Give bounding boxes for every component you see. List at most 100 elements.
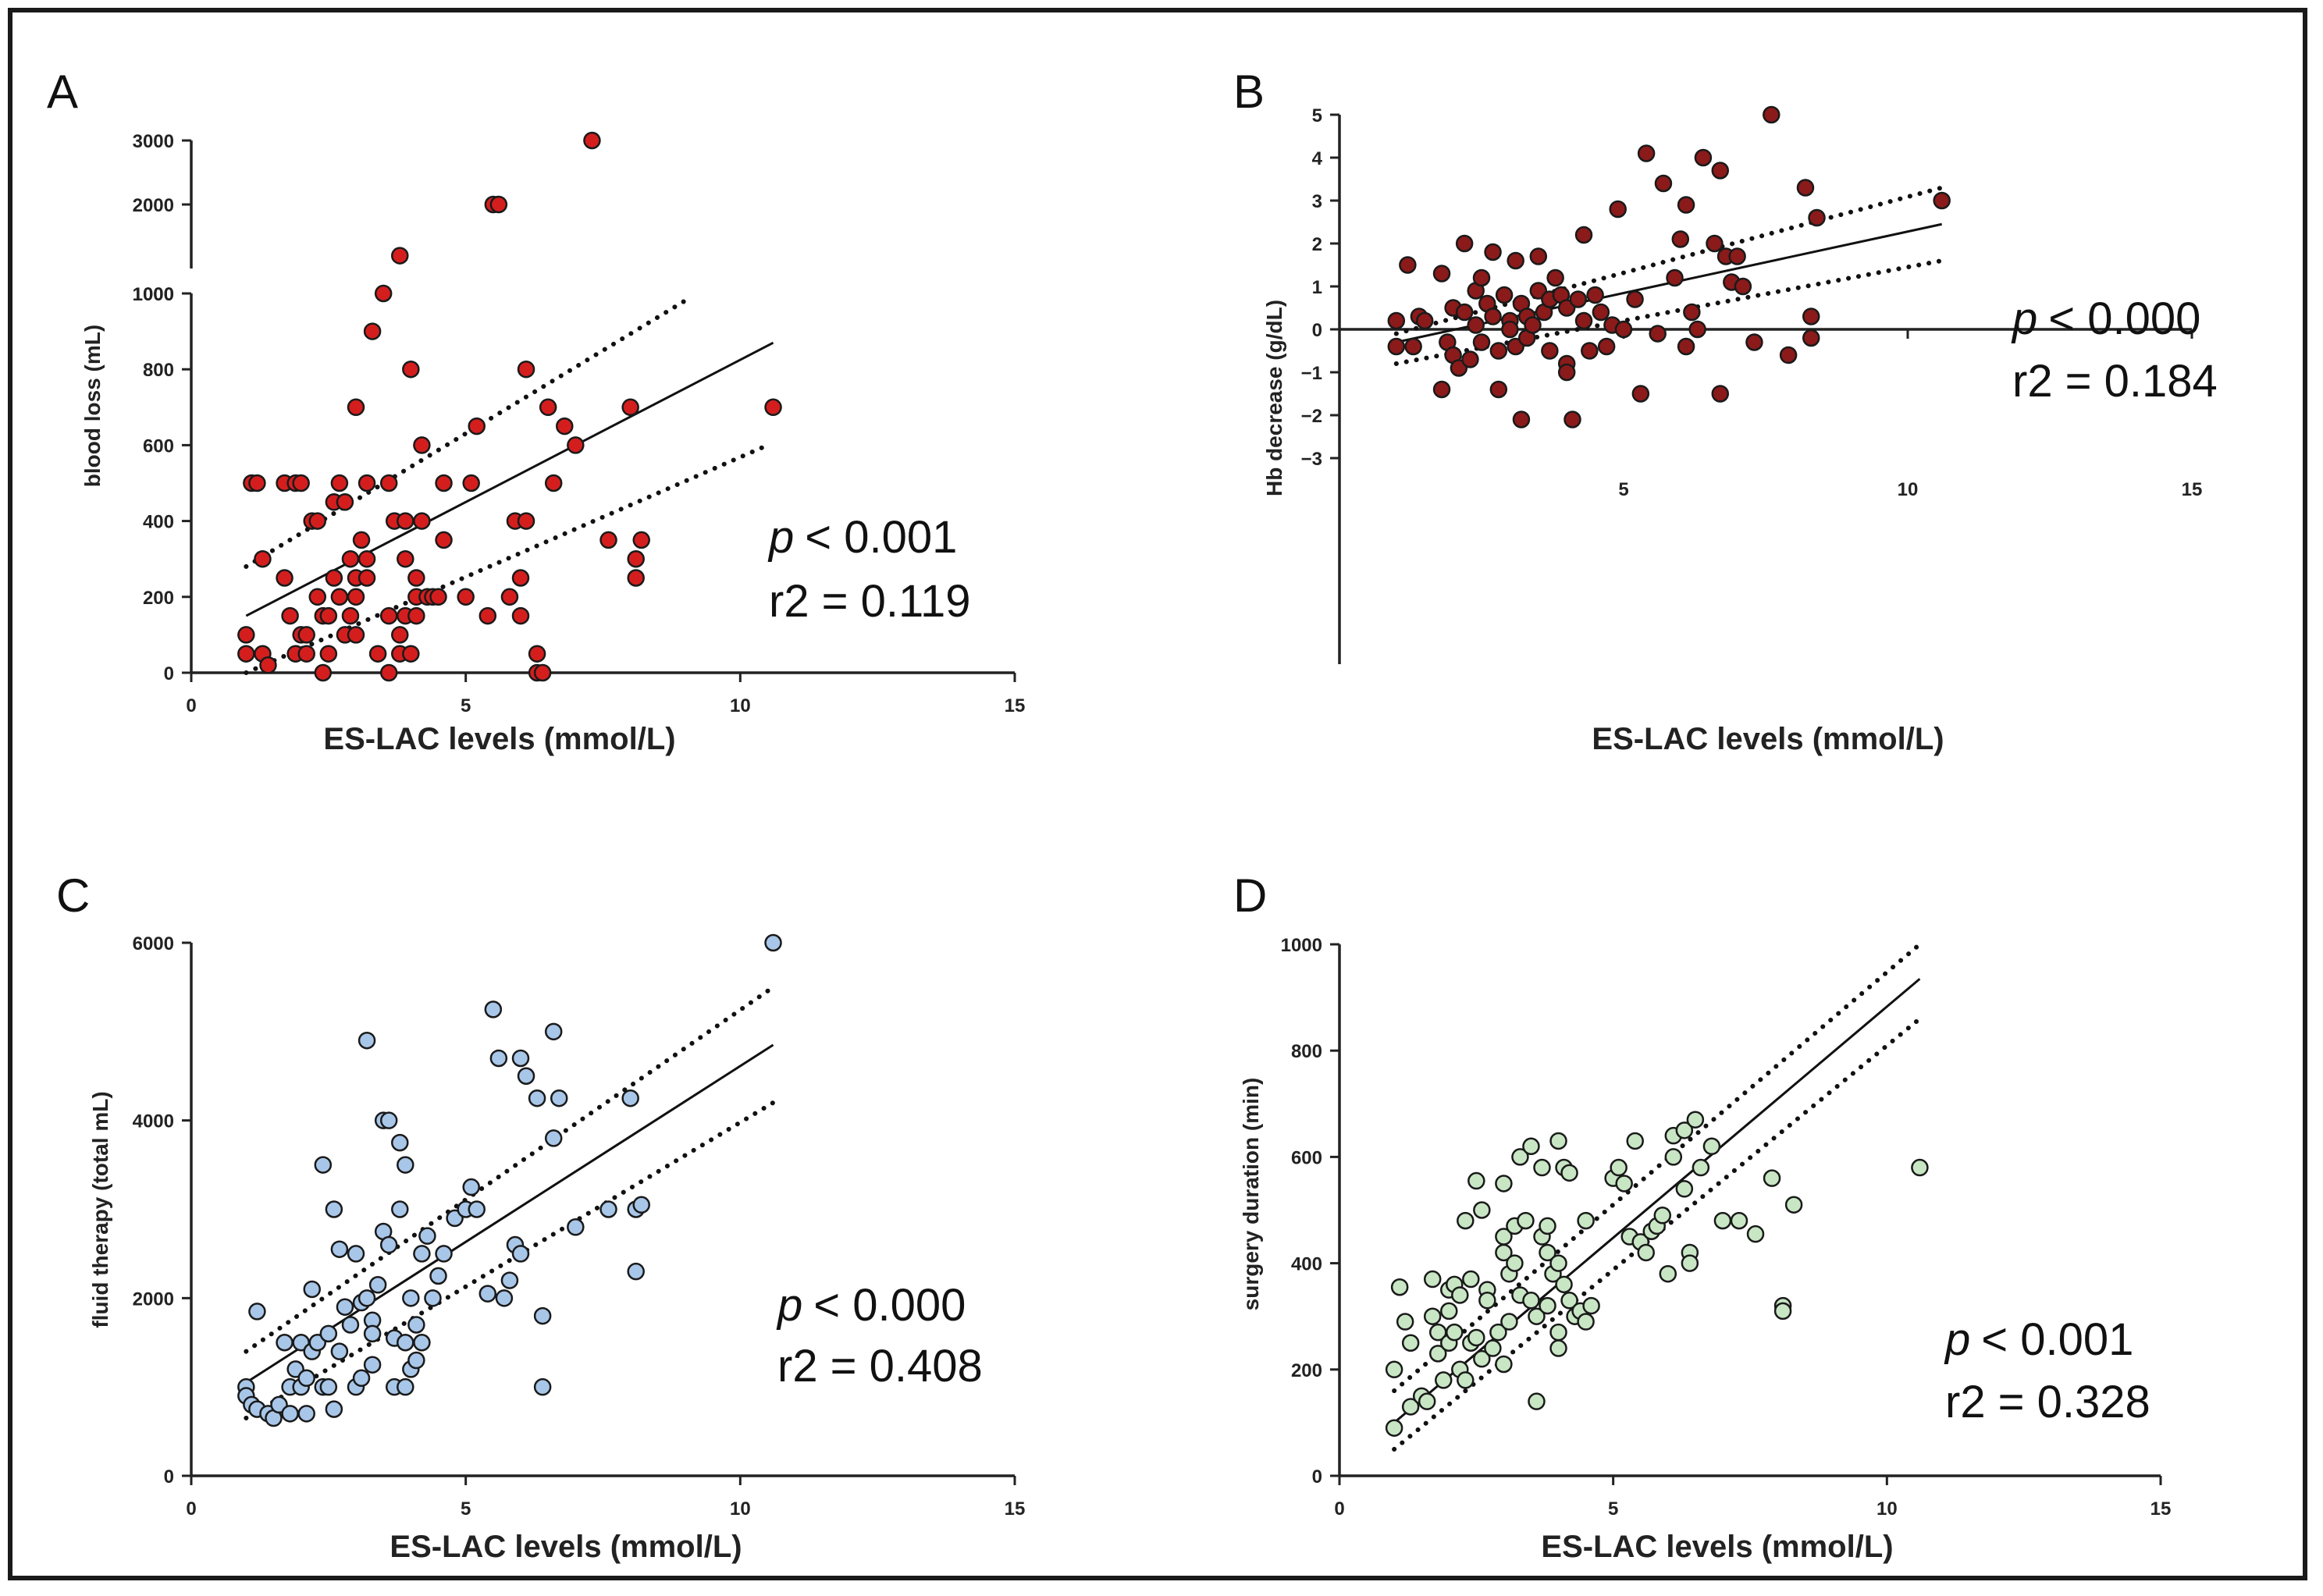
panel-d-data-point: [1713, 1211, 1732, 1230]
panel-d-y-tick-label: 600: [1291, 1147, 1322, 1168]
panel-b-data-point: [1472, 268, 1491, 287]
panel-c-data-point: [391, 1200, 409, 1218]
panel-a-data-point: [511, 569, 530, 587]
panel-a-x-tick-label: 15: [1005, 695, 1026, 716]
panel-c-r2: r2 = 0.408: [777, 1341, 983, 1392]
panel-c-data-point: [319, 1324, 338, 1343]
panel-a-data-point: [468, 417, 486, 435]
panel-b-p-value: p < 0.000: [2011, 293, 2200, 344]
panel-b-data-point: [1512, 411, 1531, 428]
panel-c-data-point: [336, 1298, 354, 1316]
panel-c-plot: 0 5 10 15 0 2000 4000 6000 ES-LAC levels (mmol/L…: [88, 933, 1025, 1564]
panel-d-plot: 0 5 10 15 0 200 400 600 800 1000 ES-LAC levels (mm…: [1239, 935, 2171, 1564]
panel-d-r2: r2 = 0.328: [1945, 1377, 2150, 1427]
panel-a-y-tick-label-upper: 3000: [133, 131, 174, 152]
panel-a-data-point: [347, 398, 365, 417]
panel-c-data-point: [413, 1334, 431, 1352]
panel-b-data-point: [1933, 191, 1951, 210]
panel-b-data-point: [1484, 243, 1502, 261]
panel-c-data-point: [297, 1369, 315, 1388]
panel-b-data-point: [1546, 268, 1564, 287]
panel-a-data-point: [489, 195, 508, 214]
panel-a-data-point: [352, 531, 371, 549]
panel-b-data-point: [1399, 256, 1417, 274]
panel-d-y-tick-label: 1000: [1281, 935, 1322, 956]
panel-c-data-point: [462, 1178, 480, 1196]
panel-b-data-point: [1455, 303, 1474, 322]
panel-d-regression-line: [1393, 978, 1921, 1424]
panel-d-data-point: [1675, 1121, 1694, 1139]
panel-c-data-point: [435, 1245, 453, 1263]
panel-d-y-tick-label: 800: [1291, 1041, 1322, 1062]
panel-d-data-point: [1730, 1211, 1748, 1230]
panel-a-data-point: [254, 549, 272, 568]
panel-b-data-point: [1563, 411, 1581, 428]
panel-c-regression-line: [245, 1043, 774, 1384]
panel-a-data-point: [599, 531, 617, 549]
panel-b-data-point: [1597, 337, 1616, 356]
panel-c-data-point: [358, 1031, 376, 1050]
panel-b-y-tick-label: 0: [1312, 320, 1322, 341]
panel-c-data-point: [550, 1089, 568, 1107]
panel-b-x-tick-label: 5: [1618, 479, 1628, 500]
panel-b-data-point: [1387, 311, 1406, 330]
panel-c-x-tick-label: 10: [730, 1498, 751, 1520]
panel-d-x-tick-label: 5: [1608, 1498, 1618, 1520]
panel-a-r2: r2 = 0.119: [769, 576, 971, 627]
panel-c-data-point: [314, 1156, 333, 1174]
panel-a-data-point: [407, 569, 425, 587]
panel-c-data-point: [418, 1227, 436, 1245]
panel-a-data-point: [379, 474, 398, 492]
panel-d-data-point: [1549, 1254, 1567, 1272]
panel-a-data-point: [402, 360, 420, 379]
panel-c-x-axis-title: ES-LAC levels (mmol/L): [390, 1530, 742, 1564]
panel-d-data-point: [1746, 1225, 1765, 1243]
panel-d-data-point: [1423, 1270, 1442, 1289]
panel-d-data-point: [1539, 1243, 1556, 1262]
panel-a-data-point: [297, 645, 315, 663]
panel-d-data-point: [1539, 1217, 1556, 1235]
panel-b-data-point: [1745, 333, 1763, 351]
panel-d-data-point: [1577, 1211, 1595, 1230]
panel-a-data-point: [237, 626, 255, 644]
panel-c-y-tick-label: 2000: [133, 1289, 174, 1310]
panel-d-data-point: [1528, 1307, 1546, 1325]
panel-c-data-point: [402, 1289, 420, 1307]
panel-a-data-point: [248, 474, 266, 492]
panel-b-data-point: [1557, 363, 1576, 382]
panel-a-data-point: [517, 360, 535, 379]
panel-b-data-point: [1524, 316, 1542, 334]
panel-b-data-point: [1472, 333, 1491, 351]
panel-c-data-point: [368, 1276, 387, 1294]
panel-a-y-tick-label: 0: [164, 663, 174, 684]
panel-d-data-point: [1440, 1302, 1458, 1321]
panel-b-data-point: [1626, 290, 1644, 308]
panel-a-data-point: [533, 663, 552, 682]
panel-b-data-point: [1467, 316, 1485, 334]
panel-c-y-tick-label: 0: [164, 1466, 174, 1488]
panel-a-y-tick-label: 800: [143, 360, 174, 381]
panel-b-data-point: [1529, 247, 1548, 265]
panel-a-data-point: [462, 474, 480, 492]
panel-d-data-point: [1500, 1313, 1518, 1331]
panel-c-data-point: [248, 1303, 266, 1321]
panel-a-data-point: [397, 549, 414, 568]
panel-a-data-point: [374, 284, 393, 303]
panel-a-y-tick-label: 600: [143, 435, 174, 457]
panel-a-data-point: [319, 606, 338, 625]
panel-d-data-point: [1560, 1292, 1578, 1310]
panel-b-data-point: [1694, 148, 1713, 167]
panel-a-data-point: [556, 417, 574, 435]
panel-a-data-point: [478, 606, 497, 625]
panel-b-data-point: [1484, 307, 1502, 325]
panel-b-data-point: [1529, 282, 1548, 300]
panel-c-data-point: [397, 1156, 414, 1174]
panel-b-r2: r2 = 0.184: [2012, 356, 2218, 407]
panel-b-y-axis-title: Hb decrease (g/dL): [1262, 300, 1286, 496]
panel-c-data-point: [363, 1356, 382, 1374]
panel-d-data-point: [1473, 1349, 1491, 1368]
panel-d-data-point: [1681, 1254, 1699, 1272]
panel-b-data-point: [1489, 380, 1508, 399]
